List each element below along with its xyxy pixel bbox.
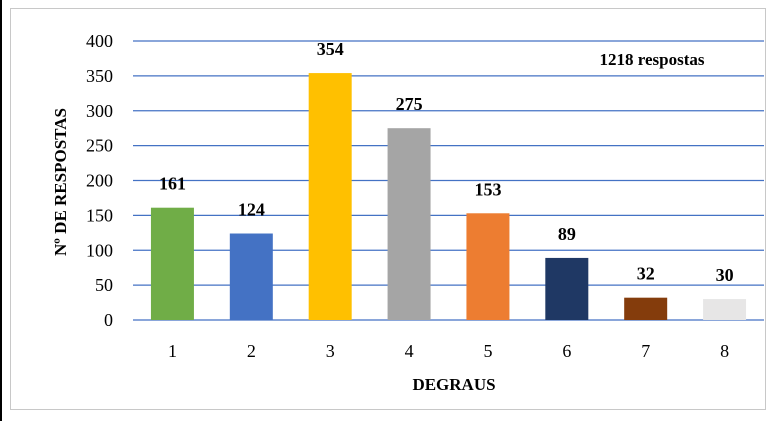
data-label-3: 354: [317, 39, 344, 59]
x-tick-label-7: 7: [641, 341, 650, 361]
x-tick-label-2: 2: [247, 341, 256, 361]
y-tick-label: 250: [86, 136, 113, 156]
y-tick-label: 50: [95, 275, 113, 295]
bar-6: [545, 257, 589, 320]
bar-3: [308, 73, 352, 321]
page-left-edge: [0, 0, 2, 421]
x-tick-label-1: 1: [168, 341, 177, 361]
bar-8: [703, 299, 747, 320]
y-axis-title: Nº DE RESPOSTAS: [51, 108, 70, 256]
y-tick-label: 0: [104, 310, 113, 330]
data-label-1: 161: [159, 174, 186, 194]
y-tick-labels: 0 50 100 150 200 250 300 350 400: [86, 31, 113, 330]
total-responses-annotation: 1218 respostas: [600, 50, 705, 69]
x-tick-label-8: 8: [720, 341, 729, 361]
data-label-6: 89: [558, 224, 576, 244]
y-tick-label: 100: [86, 240, 113, 260]
bars: [150, 73, 747, 321]
x-tick-labels: 1 2 3 4 5 6 7 8: [168, 341, 729, 361]
y-tick-label: 200: [86, 171, 113, 191]
x-axis-title: DEGRAUS: [412, 375, 495, 394]
x-tick-label-3: 3: [326, 341, 335, 361]
x-tick-label-6: 6: [562, 341, 571, 361]
bar-5: [466, 213, 510, 320]
data-label-5: 153: [474, 179, 501, 199]
bar-2: [229, 233, 273, 320]
y-tick-label: 150: [86, 205, 113, 225]
bar-4: [387, 128, 431, 320]
y-tick-label: 350: [86, 66, 113, 86]
gridlines: [133, 40, 764, 321]
bar-1: [150, 207, 194, 320]
data-label-8: 30: [716, 265, 734, 285]
x-tick-label-5: 5: [483, 341, 492, 361]
data-label-2: 124: [238, 200, 265, 220]
data-label-7: 32: [637, 264, 655, 284]
x-tick-label-4: 4: [405, 341, 414, 361]
bar-7: [624, 297, 668, 320]
y-tick-label: 300: [86, 101, 113, 121]
data-label-4: 275: [396, 94, 423, 114]
y-tick-label: 400: [86, 31, 113, 51]
data-labels: 161 124 354 275 153 89 32 30: [159, 39, 734, 285]
